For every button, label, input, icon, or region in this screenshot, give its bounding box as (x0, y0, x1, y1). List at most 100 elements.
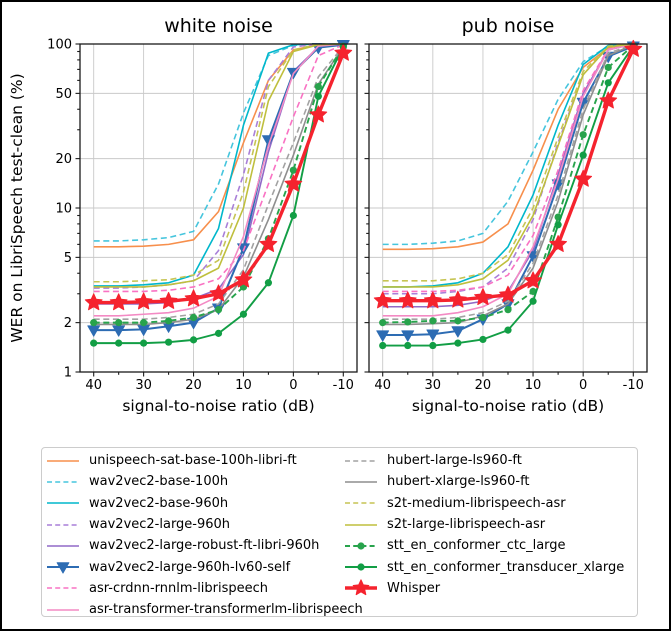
legend-item: unispeech-sat-base-100h-libri-ft (46, 450, 363, 471)
legend-item-label: s2t-medium-librispeech-asr (387, 495, 566, 511)
circle-marker (164, 338, 173, 346)
circle-marker (454, 317, 462, 325)
legend-item: Whisper (344, 578, 624, 599)
x-axis-label: signal-to-noise ratio (dB) (412, 397, 604, 415)
star-marker (134, 292, 153, 310)
circle-marker (357, 542, 365, 550)
series-line (93, 46, 345, 345)
legend-item: wav2vec2-base-960h (46, 493, 363, 514)
circle-marker (404, 341, 412, 350)
legend-item-label: wav2vec2-large-robust-ft-libri-960h (89, 538, 320, 554)
legend-item-label: wav2vec2-base-100h (89, 474, 229, 490)
star-marker (309, 105, 328, 123)
legend-item: wav2vec2-large-robust-ft-libri-960h (46, 535, 363, 556)
star-marker (398, 291, 417, 309)
circle-marker (479, 335, 487, 344)
x-tick-label: 0 (289, 378, 297, 393)
circle-marker (314, 82, 322, 91)
legend-item: wav2vec2-base-100h (46, 471, 363, 492)
legend-swatch-line-icon (345, 523, 377, 526)
x-tick-label: 20 (185, 378, 202, 393)
series-line (93, 43, 344, 293)
series-line (382, 43, 634, 282)
legend-item-label: wav2vec2-base-960h (89, 495, 229, 511)
gridlines (80, 44, 357, 372)
circle-marker (504, 306, 512, 314)
circle-marker (164, 317, 173, 325)
y-tick-label: 50 (55, 87, 72, 102)
circle-marker (115, 319, 123, 327)
series-line (382, 43, 634, 246)
legend-item: asr-crdnn-rnnlm-librispeech (46, 578, 363, 599)
series-line (382, 43, 634, 293)
series-line (382, 43, 634, 326)
star-marker (234, 270, 253, 288)
circle-marker (429, 317, 437, 325)
legend-swatch-line-icon (47, 545, 79, 547)
panel-title: white noise (164, 15, 273, 37)
triangle-down-marker (376, 330, 390, 342)
circle-marker (90, 319, 98, 327)
circle-marker (189, 313, 198, 322)
legend-swatch-line-icon (47, 608, 79, 611)
y-tick-label: 5 (64, 251, 72, 266)
circle-marker (289, 166, 297, 174)
y-tick-label: 2 (64, 316, 72, 331)
circle-marker (379, 341, 387, 350)
circle-marker (90, 339, 98, 347)
legend-swatch-line-icon (47, 502, 79, 505)
circle-marker (239, 310, 248, 318)
series-line (382, 43, 634, 320)
series-line (93, 43, 344, 248)
legend-item-label: asr-transformer-transformerlm-librispeec… (89, 602, 363, 618)
legend-item: s2t-large-librispeech-asr (344, 514, 624, 535)
legend-swatch-line-icon (345, 459, 377, 462)
star-marker (499, 285, 517, 303)
circle-marker (579, 131, 587, 139)
legend-item-label: unispeech-sat-base-100h-libri-ft (89, 453, 297, 469)
legend-swatch-line-icon (47, 587, 79, 590)
circle-marker (189, 336, 198, 344)
circle-marker (429, 341, 437, 350)
x-tick-label: 10 (235, 378, 252, 393)
series-line (382, 43, 634, 251)
legend-item: hubert-large-ls960-ft (344, 450, 624, 471)
triangle-down-marker (451, 326, 465, 338)
x-tick-label: 30 (425, 378, 442, 393)
legend: unispeech-sat-base-100h-libri-ft wav2vec2… (41, 447, 638, 617)
circle-marker (214, 329, 223, 337)
triangle-down-marker (401, 330, 415, 342)
legend-item: hubert-xlarge-ls960-ft (344, 471, 624, 492)
x-tick-label: 40 (374, 378, 391, 393)
legend-item-label: stt_en_conformer_transducer_xlarge (387, 559, 625, 575)
series-line (382, 43, 634, 295)
x-tick-label: 0 (579, 378, 587, 393)
star-marker (474, 288, 492, 306)
star-marker (109, 293, 128, 311)
legend-column-left: unispeech-sat-base-100h-libri-ft wav2vec2… (46, 450, 363, 620)
x-tick-label: 30 (135, 378, 152, 393)
series-markers (84, 43, 353, 311)
circle-marker (140, 339, 148, 347)
series-line (93, 43, 344, 305)
series-markers (373, 39, 643, 309)
star-marker (209, 284, 228, 302)
series-markers (379, 41, 637, 327)
star-marker (449, 290, 467, 308)
circle-marker (554, 221, 562, 229)
legend-item: stt_en_conformer_transducer_xlarge (344, 556, 624, 577)
circle-marker (479, 313, 487, 322)
circle-marker (379, 319, 387, 327)
circle-marker (454, 339, 462, 347)
series-line (382, 43, 634, 288)
star-marker (574, 169, 593, 187)
triangle-down-marker (426, 329, 440, 341)
legend-swatch-line-icon (345, 502, 377, 505)
star-marker (624, 39, 643, 57)
legend-swatch-line-icon (345, 481, 377, 483)
series-group (84, 40, 353, 347)
circle-marker (214, 306, 223, 314)
star-marker (184, 289, 203, 307)
